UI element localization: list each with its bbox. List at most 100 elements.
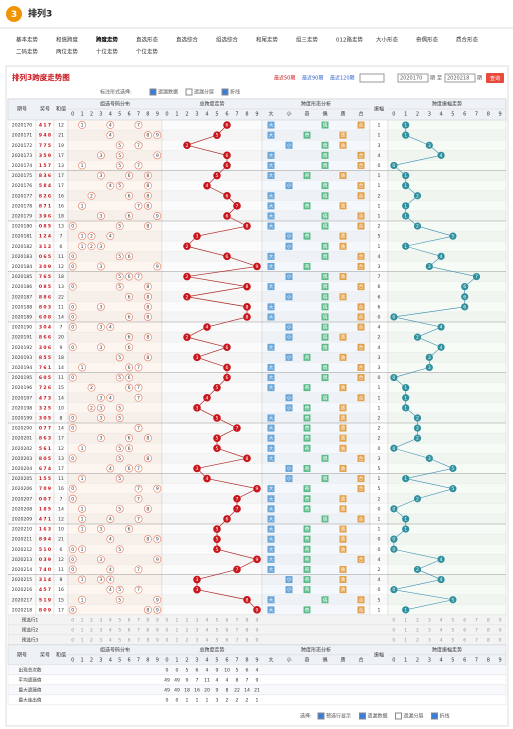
pre-digit[interactable]: 2 (416, 617, 419, 623)
input[interactable] (444, 73, 476, 83)
pre-digit[interactable]: 6 (226, 617, 229, 623)
nav-tab[interactable]: 012路走势 (336, 36, 363, 44)
pre-digit[interactable]: 5 (451, 627, 454, 633)
pre-digit[interactable]: 1 (81, 627, 84, 633)
pre-digit[interactable]: 2 (186, 627, 189, 633)
checkbox[interactable] (359, 712, 366, 720)
checkbox[interactable] (149, 88, 157, 96)
range-link[interactable]: 最近120期 (330, 75, 355, 82)
checkbox-label[interactable]: 折线 (230, 89, 240, 96)
pre-digit[interactable]: 5 (216, 617, 219, 623)
pre-digit[interactable]: 5 (451, 617, 454, 623)
pre-digit[interactable]: 6 (463, 617, 466, 623)
pre-digit[interactable]: 5 (216, 637, 219, 643)
nav-tab[interactable]: 和尾走势 (256, 36, 279, 44)
pre-digit[interactable]: 4 (109, 637, 112, 643)
query-text[interactable]: 查询 (490, 75, 500, 82)
pre-digit[interactable]: 8 (246, 637, 249, 643)
pre-digit[interactable]: 1 (176, 617, 179, 623)
pre-digit[interactable]: 2 (186, 637, 189, 643)
pre-digit[interactable]: 3 (196, 637, 199, 643)
pre-digit[interactable]: 4 (206, 637, 209, 643)
pre-digit[interactable]: 4 (109, 617, 112, 623)
checkbox[interactable] (431, 712, 438, 720)
query-button[interactable] (486, 73, 504, 83)
pre-digit[interactable]: 6 (128, 637, 131, 643)
pre-digit[interactable]: 9 (156, 627, 159, 633)
checkbox[interactable] (395, 712, 402, 720)
nav-tab[interactable]: 十位走势 (96, 48, 119, 56)
pre-digit[interactable]: 2 (90, 637, 93, 643)
pre-digit[interactable]: 0 (392, 627, 395, 633)
pre-digit[interactable]: 3 (196, 617, 199, 623)
pre-digit[interactable]: 0 (392, 637, 395, 643)
pre-digit[interactable]: 1 (81, 637, 84, 643)
pre-digit[interactable]: 1 (404, 627, 407, 633)
checkbox-label[interactable]: 遗漏数据 (158, 89, 178, 96)
pre-digit[interactable]: 2 (90, 627, 93, 633)
nav-tab[interactable]: 大小形态 (376, 36, 399, 44)
nav-tab[interactable]: 组选综合 (216, 36, 239, 44)
pre-digit[interactable]: 0 (166, 637, 169, 643)
nav-tab[interactable]: 质合形态 (456, 36, 479, 44)
range-link[interactable]: 最近50期 (274, 75, 295, 82)
pre-digit[interactable]: 3 (99, 637, 102, 643)
pre-digit[interactable]: 6 (463, 627, 466, 633)
pre-digit[interactable]: 8 (487, 637, 490, 643)
nav-tab[interactable]: 基本走势 (16, 36, 39, 44)
input-text[interactable]: 2020218 (447, 76, 469, 82)
pre-digit[interactable]: 5 (118, 637, 121, 643)
pre-digit[interactable]: 4 (109, 627, 112, 633)
checkbox-label[interactable]: 遗漏数据 (368, 713, 388, 720)
pre-digit[interactable]: 8 (246, 617, 249, 623)
pre-digit[interactable]: 4 (440, 617, 443, 623)
checkbox-label[interactable]: 遗漏分层 (404, 713, 424, 720)
pre-digit[interactable]: 1 (404, 617, 407, 623)
pre-digit[interactable]: 0 (71, 637, 74, 643)
pre-digit[interactable]: 5 (118, 627, 121, 633)
pre-digit[interactable]: 9 (256, 617, 259, 623)
input[interactable] (397, 73, 429, 83)
pre-digit[interactable]: 6 (128, 627, 131, 633)
pre-digit[interactable]: 7 (137, 627, 140, 633)
pre-digit[interactable]: 5 (451, 637, 454, 643)
pre-digit[interactable]: 0 (166, 617, 169, 623)
pre-digit[interactable]: 0 (71, 617, 74, 623)
pre-digit[interactable]: 4 (440, 627, 443, 633)
checkbox-label[interactable]: 预选行显示 (326, 713, 351, 720)
pre-digit[interactable]: 8 (487, 617, 490, 623)
nav-tab[interactable]: 奇偶形态 (416, 36, 439, 44)
checkbox-label[interactable]: 遗漏分层 (194, 89, 214, 96)
pre-digit[interactable]: 3 (428, 627, 431, 633)
checkbox[interactable] (317, 712, 325, 720)
pre-digit[interactable]: 2 (90, 617, 93, 623)
nav-tab[interactable]: 个位走势 (136, 48, 159, 56)
pre-digit[interactable]: 6 (226, 627, 229, 633)
pre-digit[interactable]: 7 (137, 637, 140, 643)
pre-digit[interactable]: 1 (176, 637, 179, 643)
range-link[interactable]: 最近90期 (302, 75, 323, 82)
pre-digit[interactable]: 4 (440, 637, 443, 643)
pre-digit[interactable]: 4 (206, 627, 209, 633)
pre-digit[interactable]: 0 (392, 617, 395, 623)
pre-digit[interactable]: 8 (146, 627, 149, 633)
checkbox[interactable] (185, 88, 193, 96)
nav-tab[interactable]: 跨度走势 (96, 36, 119, 44)
pre-digit[interactable]: 1 (176, 627, 179, 633)
input-text[interactable]: 2020170 (400, 76, 422, 82)
checkbox-label[interactable]: 折线 (440, 713, 450, 720)
pre-digit[interactable]: 7 (236, 637, 239, 643)
select[interactable] (359, 73, 385, 83)
pre-digit[interactable]: 4 (206, 617, 209, 623)
pre-digit[interactable]: 1 (81, 617, 84, 623)
pre-digit[interactable]: 2 (186, 617, 189, 623)
nav-tab[interactable]: 直选综合 (176, 36, 199, 44)
pre-digit[interactable]: 7 (475, 627, 478, 633)
pre-digit[interactable]: 0 (71, 627, 74, 633)
pre-digit[interactable]: 9 (256, 637, 259, 643)
pre-digit[interactable]: 6 (226, 637, 229, 643)
pre-digit[interactable]: 6 (463, 637, 466, 643)
pre-digit[interactable]: 7 (475, 617, 478, 623)
pre-digit[interactable]: 2 (416, 627, 419, 633)
nav-tab[interactable]: 两位走势 (56, 48, 79, 56)
